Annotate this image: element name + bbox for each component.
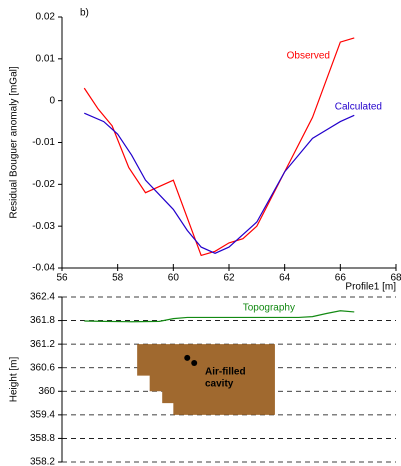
y-tick-label: 358.2 [30,457,55,466]
x-axis-label: Profile1 [m] [345,282,396,293]
y-tick-label: 0 [49,95,55,106]
x-tick-label: 60 [168,273,180,284]
x-tick-label: 56 [56,273,68,284]
y-tick-label: -0.04 [32,263,55,274]
series-label: Calculated [335,102,382,113]
y-tick-label: -0.01 [32,137,55,148]
series-label: Observed [287,51,330,62]
y-tick-label: -0.03 [32,221,55,232]
y-tick-label: 361.2 [30,339,55,350]
cavity-label: Air-filled [205,367,246,378]
y-tick-label: 360.6 [30,362,55,373]
x-tick-label: 66 [335,273,347,284]
point [184,354,191,361]
y-tick-label: 362.4 [30,292,55,303]
y-tick-label: 0.02 [36,12,56,23]
x-tick-label: 68 [390,273,401,284]
x-tick-label: 58 [112,273,124,284]
y-tick-label: 361.8 [30,315,55,326]
y-tick-label: 360 [38,386,55,397]
y-tick-label: 0.01 [36,53,56,64]
x-tick-label: 64 [279,273,291,284]
cavity [137,344,275,415]
x-tick-label: 62 [223,273,235,284]
point [191,360,198,366]
y-tick-label: -0.02 [32,179,55,190]
y-tick-label: 359.4 [30,409,55,420]
series-line [83,37,355,257]
y-axis-label: Residual Bouguer anomaly [mGal] [9,66,20,219]
y-tick-label: 358.8 [30,433,55,444]
y-axis-label: Height [m] [9,356,20,402]
cavity-label: cavity [205,379,234,390]
series-line [84,310,355,323]
series-line [84,112,355,255]
series-label: Topography [243,303,295,314]
panel-label: b) [80,8,89,19]
